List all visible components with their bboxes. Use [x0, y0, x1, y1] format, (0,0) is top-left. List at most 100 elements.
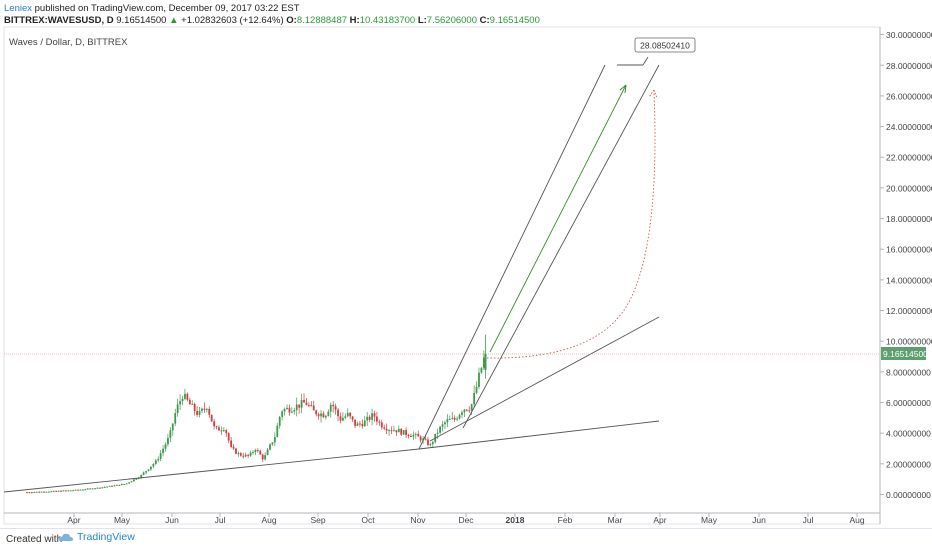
x-tick-label: Jul: [215, 515, 226, 525]
candle-body: [429, 444, 432, 446]
candle-body: [77, 489, 79, 491]
x-tick-label: Oct: [361, 515, 375, 525]
open-value: 8.12888487: [296, 15, 348, 26]
x-tick-label: Dec: [458, 515, 474, 525]
candle-body: [269, 444, 271, 450]
candle-body: [346, 412, 349, 417]
created-with-text: Created with: [6, 534, 63, 545]
candle-body: [431, 442, 434, 445]
candle-body: [193, 403, 196, 412]
chart-header: Leniex published on TradingView.com, Dec…: [0, 0, 932, 26]
y-tick-label: 30.00000000: [886, 30, 932, 40]
candle-body: [368, 416, 371, 420]
candle-body: [111, 485, 113, 487]
candle-body: [266, 449, 269, 456]
y-tick-label: 28.00000000: [886, 61, 932, 71]
candle-body: [171, 423, 174, 431]
y-axis: 0.00000000 2.00000000 4.00000000 6.00000000…: [880, 30, 932, 500]
candle-body: [290, 411, 293, 413]
y-tick-label: 6.00000000: [886, 398, 931, 408]
channel-lower-line[interactable]: [462, 64, 660, 429]
candle-body: [249, 452, 252, 456]
candle-body: [188, 399, 191, 405]
candle-body: [254, 450, 257, 453]
candle-body: [424, 438, 427, 440]
candle-body: [363, 420, 366, 427]
candle-body: [55, 490, 58, 492]
candle-body: [478, 372, 480, 387]
tradingview-logo[interactable]: TradingView: [58, 531, 135, 543]
candle-body: [184, 393, 186, 399]
x-axis: Apr May Jun Jul Aug Sep Oct Nov Dec 2018 Feb Mar Apr…: [67, 513, 865, 525]
close-label: C:: [479, 15, 490, 26]
author-link[interactable]: Leniex: [4, 3, 32, 14]
candle-body: [482, 357, 485, 368]
candle-body: [356, 423, 359, 426]
candle-body: [402, 430, 405, 435]
low-label: L:: [417, 15, 427, 26]
high-label: H:: [349, 15, 360, 26]
trendline-mid-fan[interactable]: [429, 316, 660, 442]
candles: [26, 334, 487, 494]
candle-body: [57, 490, 60, 492]
x-tick-label: 2018: [506, 515, 525, 525]
candle-body: [79, 489, 82, 491]
candle-body: [410, 436, 412, 438]
candle-body: [181, 398, 184, 402]
y-tick-label: 12.00000000: [886, 306, 932, 316]
y-tick-label: 2.00000000: [886, 459, 931, 469]
y-tick-label: 24.00000000: [886, 122, 932, 132]
projection-curve[interactable]: [486, 91, 656, 359]
candle-body: [244, 454, 247, 457]
publish-line: Leniex published on TradingView.com, Dec…: [4, 3, 300, 14]
candle-body: [439, 426, 441, 433]
candle-body: [159, 453, 162, 459]
x-tick-label: Aug: [261, 515, 276, 525]
price-label-box[interactable]: [634, 37, 696, 53]
candle-body: [322, 413, 325, 418]
candle-body: [337, 409, 339, 417]
candle-body: [218, 427, 220, 431]
candle-body: [385, 428, 388, 431]
candle-body: [484, 353, 487, 370]
projection-arrow[interactable]: [489, 84, 627, 353]
candle-body: [320, 413, 322, 417]
candle-body: [412, 434, 415, 437]
candle-body: [147, 469, 150, 472]
x-tick-label: Jun: [752, 515, 766, 525]
candle-body: [28, 492, 31, 494]
candle-body: [215, 426, 218, 428]
candle-body: [222, 430, 225, 432]
channel-upper-line[interactable]: [418, 64, 606, 450]
candle-body: [295, 404, 298, 411]
x-tick-label: Jul: [803, 515, 814, 525]
candle-body: [47, 491, 50, 493]
candle-body: [186, 393, 189, 400]
candle-body: [475, 386, 478, 393]
y-tick-label: 10.00000000: [886, 337, 932, 347]
candle-body: [298, 404, 301, 408]
candle-body: [103, 486, 106, 488]
candle-body: [470, 404, 473, 411]
candle-body: [465, 409, 468, 411]
candle-body: [227, 433, 230, 441]
trendline-long-support[interactable]: [3, 448, 420, 493]
candle-body: [96, 487, 99, 489]
candle-body: [247, 454, 250, 456]
candle-body: [196, 411, 198, 415]
candle-body: [342, 417, 344, 421]
x-tick-label: Nov: [410, 515, 426, 525]
candle-body: [67, 490, 70, 492]
candle-body: [125, 483, 128, 485]
price-label-pointer[interactable]: [642, 56, 649, 66]
candle-body: [201, 408, 203, 411]
candle-body: [164, 444, 167, 449]
trendline-lower-fan[interactable]: [418, 420, 660, 450]
candle-body: [393, 430, 395, 432]
candle-body: [329, 404, 332, 412]
candle-body: [283, 409, 286, 412]
candle-body: [40, 491, 43, 493]
candle-body: [89, 488, 92, 490]
candle-body: [242, 455, 245, 457]
